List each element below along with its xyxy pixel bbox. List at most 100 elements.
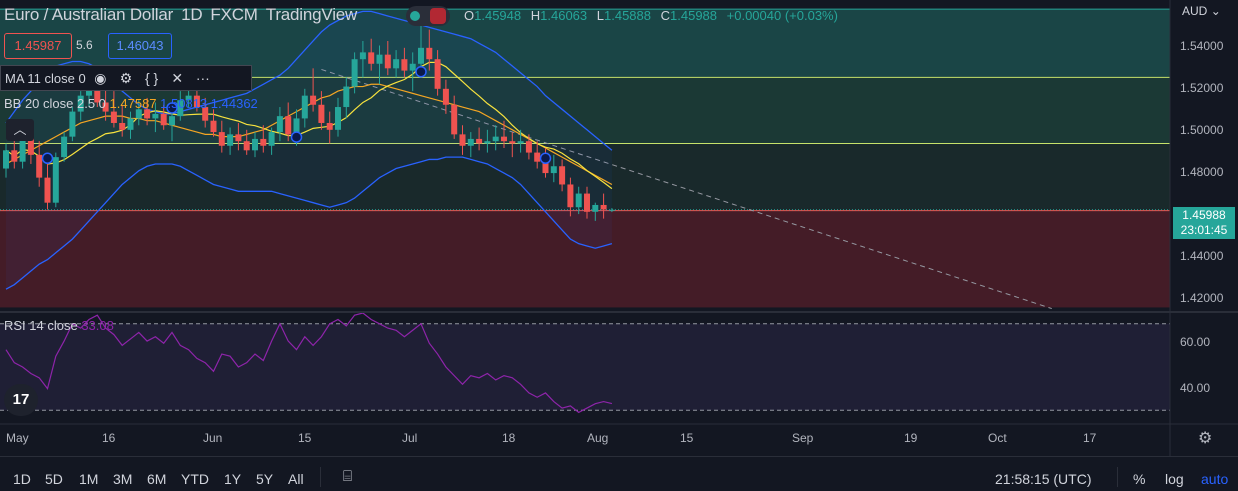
candle-body [69,111,76,137]
log-scale-button[interactable]: log [1165,471,1184,487]
time-tick: 17 [1083,431,1097,445]
range-1d-button[interactable]: 1D [13,471,31,487]
candle-body [169,116,175,126]
rsi-tick: 60.00 [1180,335,1211,349]
range-1y-button[interactable]: 1Y [224,471,242,487]
candle-body [61,136,68,158]
cross-marker [41,152,54,165]
candle-body [575,193,582,208]
symbol-name[interactable]: Euro / Australian Dollar [4,5,174,24]
candle-body [135,109,142,119]
symbol-title[interactable]: Euro / Australian Dollar 1D FXCM TradingVie… [4,5,365,25]
last-price: 1.45988 [1182,208,1226,222]
candle-body [243,141,250,151]
auto-scale-button[interactable]: auto [1201,471,1229,487]
rsi-indicator-legend[interactable]: RSI 14 close 33.08 [4,318,114,333]
time-tick: 16 [102,431,116,445]
low-value: 1.45888 [604,8,651,23]
rsi-pane [0,313,1170,421]
candle-body [235,134,242,142]
toolbar-divider [1117,467,1118,487]
ma-line [5,61,613,190]
candle-body [501,136,507,142]
date-range-icon[interactable]: ⌸ [343,468,353,485]
market-status-toggle[interactable] [406,6,450,26]
candle-body [492,136,499,142]
ma-indicator-legend[interactable]: MA 11 close 0 ◉ ⚙ { } ✕ ··· [0,65,252,91]
candle-body [592,204,599,212]
tradingview-logo[interactable]: 17 [4,384,38,416]
chart-canvas[interactable] [0,0,1238,456]
change-value: +0.00040 (+0.03%) [726,8,838,23]
candle-body [260,138,267,146]
bb-label: BB 20 close 2.5 0 [4,96,106,111]
price-tick: 1.48000 [1180,165,1224,179]
chart-settings-gear-icon[interactable]: ⚙ [1198,430,1213,447]
bb-indicator-legend[interactable]: BB 20 close 2.5 0 1.47587 1.50813 1.4436… [4,96,258,111]
candle-body [152,113,159,119]
range-5d-button[interactable]: 5D [45,471,63,487]
candle-body [459,134,466,146]
rsi-label: RSI 14 close [4,318,78,333]
last-price-tag: 1.45988 23:01:45 [1173,207,1235,239]
close-icon[interactable]: ✕ [171,70,184,86]
more-icon[interactable]: ··· [195,70,210,86]
candle-body [517,141,524,144]
candle-body [567,184,574,208]
currency-selector[interactable]: AUD ⌄ [1182,4,1221,18]
candle-body [227,134,234,146]
bb-band-fill [6,11,612,290]
candle-body [160,113,167,126]
cross-marker [415,65,427,78]
candle-body [102,102,109,112]
buy-button[interactable]: 1.46043 [108,33,172,59]
percent-scale-button[interactable]: % [1133,471,1146,487]
gear-icon[interactable]: ⚙ [119,70,133,86]
range-5y-button[interactable]: 5Y [256,471,274,487]
candle-body [376,54,383,64]
range-all-button[interactable]: All [288,471,304,487]
candle-body [509,141,516,144]
candle-body [434,59,441,89]
candle-body [393,59,400,69]
time-tick: Oct [988,431,1007,445]
candle-body [318,104,325,123]
range-6m-button[interactable]: 6M [147,471,167,487]
candle-body [276,116,283,133]
range-ytd-button[interactable]: YTD [181,471,209,487]
candle-body [3,150,9,169]
candle-body [19,136,26,162]
interval-label[interactable]: 1D [181,5,203,24]
collapse-legend-button[interactable]: ︿ [6,119,34,141]
time-tick: 18 [502,431,516,445]
candle-body [193,95,200,108]
price-tick: 1.44000 [1180,249,1224,263]
candle-body [310,95,317,105]
candle-body [127,118,134,130]
time-tick: Aug [587,431,609,445]
range-1m-button[interactable]: 1M [79,471,99,487]
candle-body [525,141,532,153]
bottom-toolbar: 1D 5D 1M 3M 6M YTD 1Y 5Y All ⌸ 21:58:15 … [0,456,1238,491]
candle-body [343,86,350,108]
range-3m-button[interactable]: 3M [113,471,133,487]
spread-value: 5.6 [76,38,93,52]
exchange-label: FXCM [210,5,258,24]
candle-body [368,52,375,64]
rsi-value: 33.08 [81,318,114,333]
clock-display[interactable]: 21:58:15 (UTC) [995,471,1092,487]
candle-body [11,150,18,162]
eye-icon[interactable]: ◉ [94,70,107,86]
candle-body [550,166,557,174]
candle-body [202,107,209,121]
candle-body [600,204,607,210]
candle-body [326,122,333,130]
cross-marker [290,131,303,143]
candle-body [384,54,391,69]
open-value: 1.45948 [474,8,522,23]
time-tick: 15 [298,431,312,445]
candle-body [335,107,341,130]
sell-button[interactable]: 1.45987 [4,33,72,59]
braces-icon[interactable]: { } [144,70,159,86]
candle-body [401,59,408,71]
